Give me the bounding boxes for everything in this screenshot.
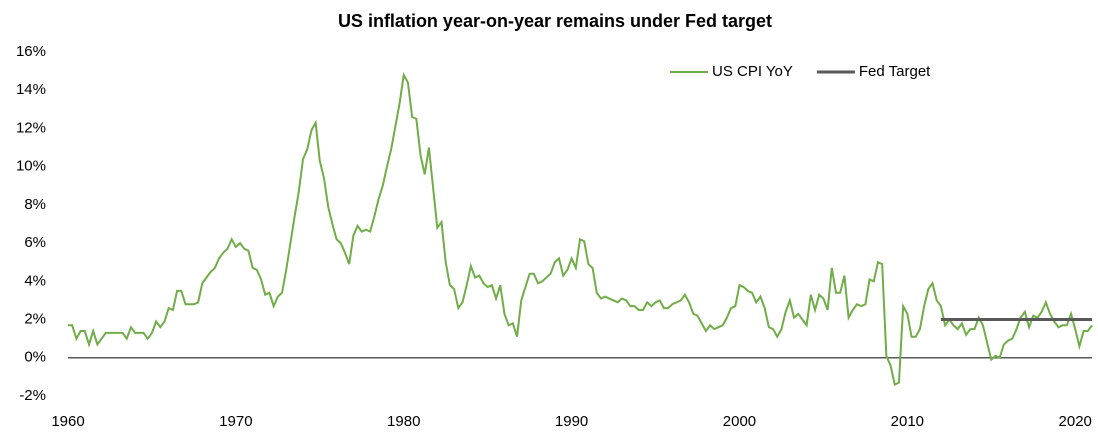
legend-label: US CPI YoY [712, 63, 793, 80]
x-tick-label: 1970 [219, 413, 252, 430]
x-tick-label: 1960 [51, 413, 84, 430]
x-tick-label: 1990 [555, 413, 588, 430]
x-tick-label: 2000 [723, 413, 756, 430]
x-tick-label: 2020 [1059, 413, 1092, 430]
y-tick-label: 2% [24, 311, 46, 328]
y-tick-label: -2% [19, 387, 46, 404]
x-tick-label: 1980 [387, 413, 420, 430]
y-tick-label: 10% [16, 158, 46, 175]
x-tick-label: 2010 [891, 413, 924, 430]
y-tick-label: 16% [16, 43, 46, 60]
y-tick-label: 12% [16, 119, 46, 136]
legend-label: Fed Target [859, 63, 931, 80]
y-tick-label: 0% [24, 349, 46, 366]
chart-title: US inflation year-on-year remains under … [338, 11, 772, 31]
y-tick-label: 6% [24, 234, 46, 251]
y-tick-label: 14% [16, 81, 46, 98]
y-tick-label: 8% [24, 196, 46, 213]
y-tick-label: 4% [24, 272, 46, 289]
series-line [68, 71, 1093, 386]
